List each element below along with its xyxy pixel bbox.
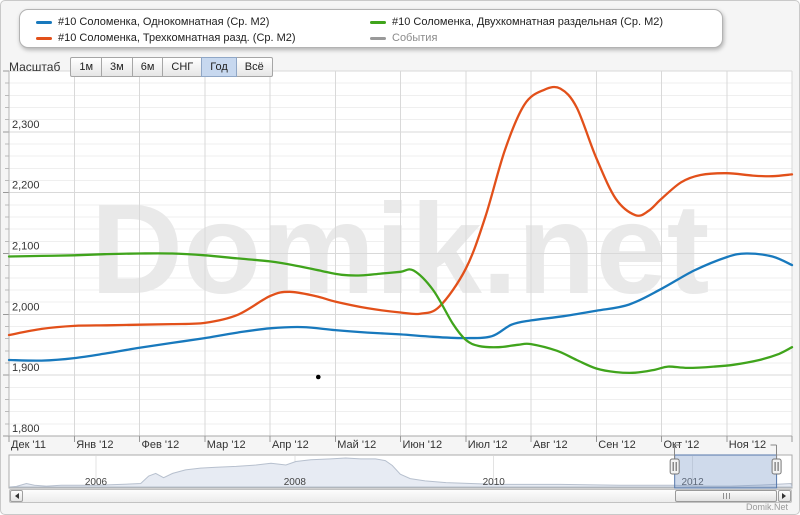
x-axis-label: Сен '12 xyxy=(598,439,636,451)
y-axis-label: 2,200 xyxy=(12,180,40,192)
legend-label: События xyxy=(392,32,438,44)
right-triangle-icon xyxy=(782,493,789,499)
navigator-year-label: 2008 xyxy=(284,477,307,488)
y-axis-label: 1,800 xyxy=(12,423,40,435)
x-axis-label: Авг '12 xyxy=(533,439,568,451)
y-axis-label: 2,000 xyxy=(12,301,40,313)
legend-item-events[interactable]: События xyxy=(370,30,722,46)
axes xyxy=(3,70,793,442)
zoom-preset-Год[interactable]: Год xyxy=(201,56,237,77)
x-axis-label: Май '12 xyxy=(337,439,376,451)
zoom-preset-СНГ[interactable]: СНГ xyxy=(162,56,203,77)
y-axis-labels: 1,800 1,900 2,000 2,100 2,200 2,300 xyxy=(12,119,40,435)
legend: #10 Соломенка, Однокомнатная (Ср. М2) #10… xyxy=(19,9,723,48)
x-axis-label: Дек '11 xyxy=(11,439,46,451)
x-axis-label: Фев '12 xyxy=(142,439,180,451)
event-marker[interactable] xyxy=(315,374,321,380)
thumb-grip-icon xyxy=(725,493,727,499)
legend-label: #10 Соломенка, Однокомнатная (Ср. М2) xyxy=(58,16,270,28)
legend-line-swatch xyxy=(36,36,52,40)
x-axis-label: Мар '12 xyxy=(207,439,246,451)
series-line-two-room xyxy=(7,252,794,375)
y-axis-label: 2,100 xyxy=(12,241,40,253)
legend-line-swatch xyxy=(370,20,386,24)
y-axis-label: 1,900 xyxy=(12,362,40,374)
x-axis-label: Июл '12 xyxy=(468,439,508,451)
brand-label: Domik.Net xyxy=(745,502,788,512)
zoom-preset-6м[interactable]: 6м xyxy=(131,56,164,77)
legend-item-two-room[interactable]: #10 Соломенка, Двухкомнатная раздельная … xyxy=(370,14,722,30)
zoom-toolbar: Масштаб 1м 3м 6м СНГ Год Всё xyxy=(9,56,273,77)
navigator-handle[interactable] xyxy=(771,458,782,475)
x-axis-label: Июн '12 xyxy=(403,439,443,451)
zoom-buttons: 1м 3м 6м СНГ Год Всё xyxy=(70,56,273,77)
navigator-selected-range[interactable] xyxy=(674,454,778,489)
x-axis-label: Апр '12 xyxy=(272,439,309,451)
x-axis-labels: Дек '11 Янв '12 Фев '12 Мар '12 Апр '12 Май '… xyxy=(11,439,766,451)
legend-item-one-room[interactable]: #10 Соломенка, Однокомнатная (Ср. М2) xyxy=(36,14,370,30)
x-axis-label: Янв '12 xyxy=(76,439,113,451)
scrollbar-right-arrow[interactable] xyxy=(778,490,791,502)
navigator-year-label: 2010 xyxy=(483,477,506,488)
navigator-area-series xyxy=(9,457,793,488)
scrollbar-left-arrow[interactable] xyxy=(10,490,23,502)
left-triangle-icon xyxy=(12,493,19,499)
navigator-year-label: 2012 xyxy=(681,477,704,488)
y-axis-label: 2,300 xyxy=(12,119,40,131)
zoom-toolbar-label: Масштаб xyxy=(9,59,61,74)
zoom-preset-1м[interactable]: 1м xyxy=(70,56,103,77)
legend-item-three-room[interactable]: #10 Соломенка, Трехкомнатная разд. (Ср. … xyxy=(36,30,370,46)
scrollbar-thumb[interactable] xyxy=(675,490,777,502)
x-axis-label: Окт '12 xyxy=(664,439,700,451)
x-axis-label: Ноя '12 xyxy=(729,439,766,451)
series-line-one-room xyxy=(7,252,794,362)
scrollbar-track[interactable] xyxy=(9,489,792,503)
legend-line-swatch xyxy=(370,36,386,40)
navigator-handle[interactable] xyxy=(669,458,680,475)
legend-label: #10 Соломенка, Трехкомнатная разд. (Ср. … xyxy=(58,32,296,44)
navigator-year-label: 2006 xyxy=(85,477,108,488)
legend-label: #10 Соломенка, Двухкомнатная раздельная … xyxy=(392,16,664,28)
zoom-preset-3м[interactable]: 3м xyxy=(101,56,133,77)
series-line-three-room xyxy=(7,85,794,337)
zoom-preset-Всё[interactable]: Всё xyxy=(235,56,273,77)
legend-line-swatch xyxy=(36,20,52,24)
